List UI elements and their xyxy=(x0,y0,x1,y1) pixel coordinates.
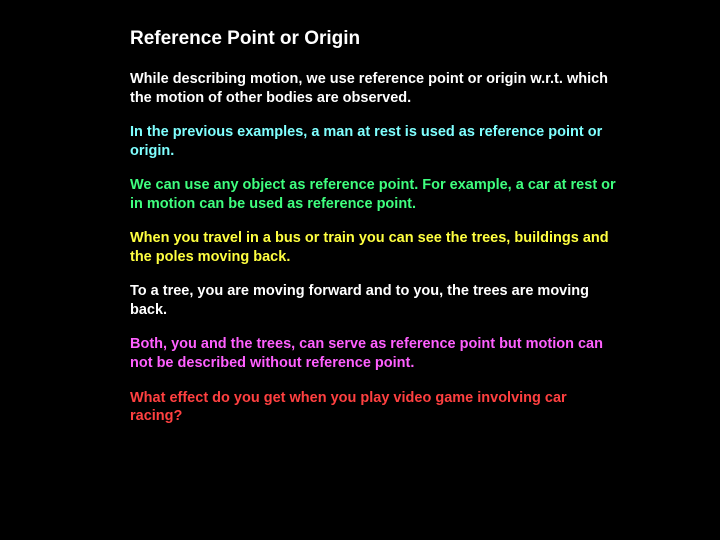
paragraph: We can use any object as reference point… xyxy=(130,176,620,213)
paragraph: To a tree, you are moving forward and to… xyxy=(130,282,620,319)
paragraph: What effect do you get when you play vid… xyxy=(130,389,620,426)
paragraph: While describing motion, we use referenc… xyxy=(130,70,620,107)
slide-title: Reference Point or Origin xyxy=(130,28,620,50)
paragraph: In the previous examples, a man at rest … xyxy=(130,123,620,160)
paragraph: When you travel in a bus or train you ca… xyxy=(130,229,620,266)
paragraph: Both, you and the trees, can serve as re… xyxy=(130,335,620,372)
slide-body: While describing motion, we use referenc… xyxy=(130,70,620,426)
